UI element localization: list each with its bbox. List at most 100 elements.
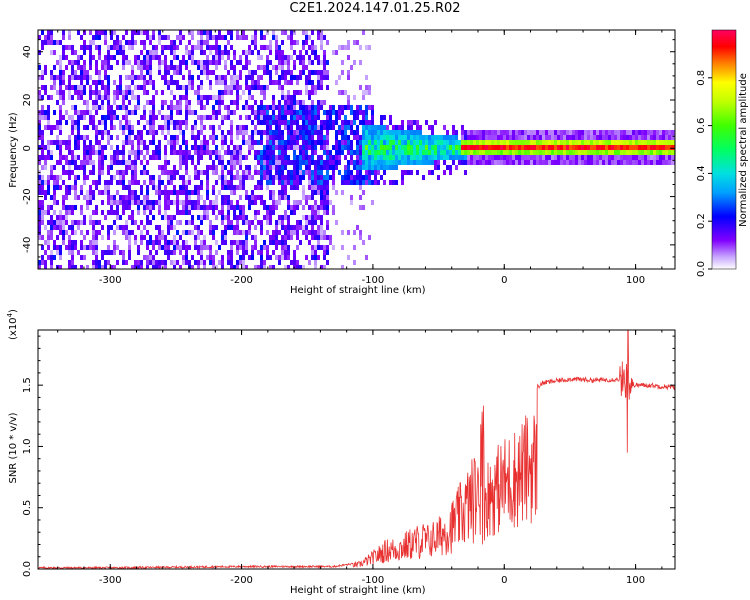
spectrogram-cell [629,150,632,155]
spectrogram-cell [428,150,431,155]
spectrogram-cell [89,65,92,70]
spectrogram-cell [419,125,422,130]
spectrogram-cell [542,150,545,155]
spectrogram-cell [539,135,542,140]
spectrogram-cell [293,90,296,95]
spectrogram-cell [158,240,161,245]
spectrogram-cell [155,55,158,60]
spectrogram-cell [200,260,203,265]
spectrogram-cell [176,260,179,265]
spectrogram-cell [275,35,278,40]
spectrogram-cell [653,155,656,160]
spectrogram-cell [326,85,329,90]
spectrogram-cell [644,130,647,135]
spectrogram-cell [329,240,332,245]
spectrogram-cell [80,85,83,90]
spectrogram-cell [80,230,83,235]
spectrogram-cell [542,135,545,140]
spectrogram-cell [539,130,542,135]
spectrogram-cell [344,105,347,110]
spectrogram-cell [233,240,236,245]
spectrogram-cell [218,95,221,100]
spectrogram-cell [284,80,287,85]
spectrogram-cell [275,55,278,60]
spectrogram-cell [83,235,86,240]
spectrogram-cell [317,175,320,180]
spectrogram-cell [257,150,260,155]
spectrogram-cell [149,115,152,120]
spectrogram-cell [245,35,248,40]
spectrogram-cell [275,105,278,110]
spectrogram-cell [131,195,134,200]
spectrogram-cell [68,150,71,155]
spectrogram-cell [548,135,551,140]
spectrogram-cell [62,240,65,245]
spectrogram-cell [386,150,389,155]
spectrogram-cell [314,235,317,240]
spectrogram-cell [161,50,164,55]
spectrogram-cell [407,170,410,175]
spectrogram-cell [224,235,227,240]
spectrogram-cell [185,45,188,50]
spectrogram-cell [80,160,83,165]
spectrogram-cell [194,125,197,130]
spectrogram-cell [104,185,107,190]
spectrogram-cell [329,110,332,115]
spectrogram-cell [104,115,107,120]
spectrogram-cell [152,135,155,140]
spectrogram-cell [449,135,452,140]
spectrogram-cell [281,120,284,125]
spectrogram-cell [263,130,266,135]
spectrogram-cell [242,220,245,225]
spectrogram-cell [89,190,92,195]
spectrogram-cell [281,255,284,260]
spectrogram-cell [287,120,290,125]
spectrogram-cell [242,210,245,215]
spectrogram-cell [581,155,584,160]
spectrogram-cell [179,30,182,35]
spectrogram-cell [68,160,71,165]
spectrogram-cell [308,75,311,80]
spectrogram-cell [119,75,122,80]
spectrogram-cell [95,150,98,155]
spectrogram-cell [566,135,569,140]
spectrogram-cell [323,120,326,125]
spectrogram-cell [206,150,209,155]
spectrogram-cell [380,115,383,120]
spectrogram-cell [161,125,164,130]
spectrogram-cell [182,120,185,125]
spectrogram-cell [128,60,131,65]
spectrogram-cell [641,145,644,150]
spectrogram-cell [362,110,365,115]
spectrogram-cell [113,250,116,255]
spectrogram-cell [290,75,293,80]
spectrogram-cell [314,130,317,135]
spectrogram-cell [185,150,188,155]
spectrogram-cell [170,135,173,140]
spectrogram-cell [260,230,263,235]
spectrogram-cell [116,200,119,205]
spectrogram-cell [158,205,161,210]
spectrogram-cell [329,120,332,125]
spectrogram-cell [425,150,428,155]
spectrogram-cell [530,160,533,165]
spectrogram-cell [296,90,299,95]
spectrogram-cell [191,75,194,80]
spectrogram-cell [299,90,302,95]
spectrogram-cell [161,190,164,195]
spectrogram-cell [122,105,125,110]
spectrogram-cell [557,130,560,135]
spectrogram-cell [371,130,374,135]
spectrogram-cell [185,155,188,160]
spectrogram-cell [281,105,284,110]
spectrogram-cell [401,155,404,160]
spectrogram-cell [293,135,296,140]
spectrogram-cell [80,245,83,250]
spectrogram-cell [188,180,191,185]
spectrogram-cell [215,195,218,200]
spectrogram-cell [362,155,365,160]
spectrogram-cell [140,160,143,165]
spectrogram-cell [56,250,59,255]
spectrogram-cell [383,125,386,130]
spectrogram-cell [236,230,239,235]
